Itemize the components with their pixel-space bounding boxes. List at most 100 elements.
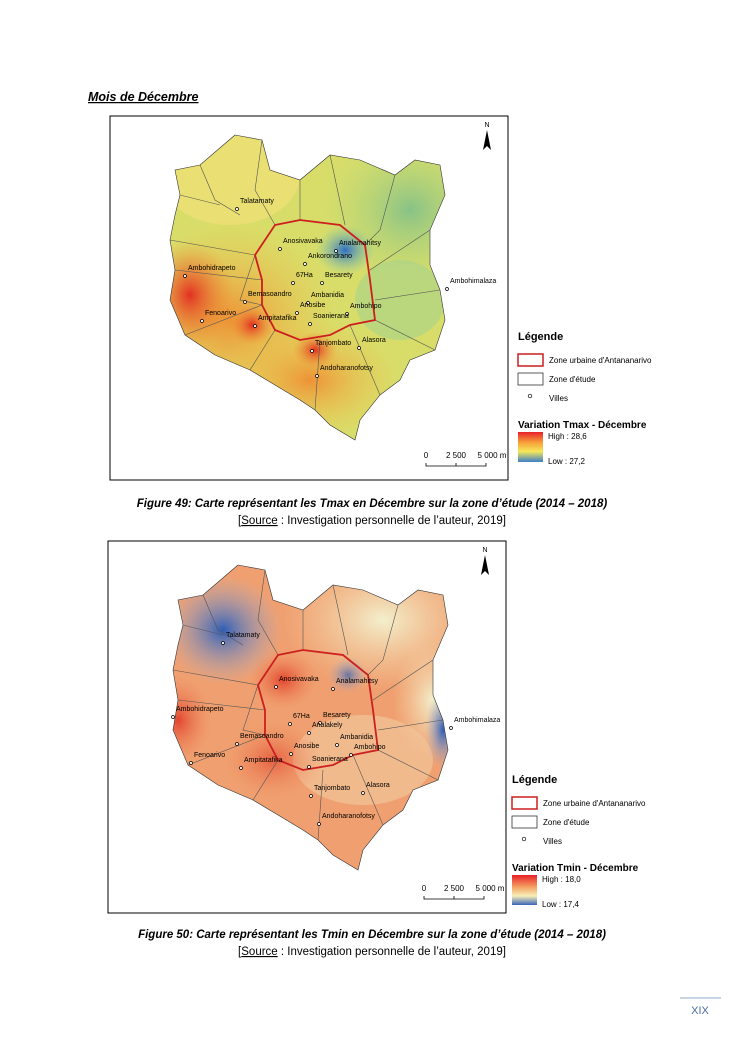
place-label: Anosibe — [294, 743, 319, 750]
city-marker — [291, 281, 295, 285]
legend-item: Villes — [543, 837, 562, 846]
place-label: Analakely — [312, 722, 343, 729]
source-label: Source — [241, 515, 277, 527]
source-open: [ — [238, 515, 242, 527]
legend-item: Zone urbaine d'Antananarivo — [549, 356, 652, 365]
north-label: N — [482, 547, 487, 554]
city-marker — [357, 346, 361, 350]
legend-swatch-zone — [517, 372, 544, 386]
city-marker — [307, 765, 311, 769]
figure-caption: Figure 50: Carte représentant les Tmin e… — [138, 929, 606, 941]
city-marker — [183, 274, 187, 278]
place-label: Ambohidrapeto — [176, 706, 224, 713]
place-label: Talatamaty — [226, 632, 260, 639]
north-label: N — [484, 122, 489, 129]
scale-label: 0 — [424, 451, 429, 460]
legend-swatch-urban — [517, 353, 544, 367]
city-marker — [315, 374, 319, 378]
legend-variable-title: Variation Tmax - Décembre — [518, 420, 647, 431]
legend-item: Zone urbaine d'Antananarivo — [543, 799, 646, 808]
legend-low: Low : 17,4 — [542, 900, 579, 909]
source-open: [ — [238, 946, 242, 958]
place-label: Ambohipo — [354, 744, 386, 751]
place-label: 67Ha — [296, 272, 313, 279]
place-label: Tanjombato — [315, 340, 351, 347]
place-label: Anosivavaka — [279, 676, 319, 683]
city-marker — [310, 349, 314, 353]
legend-color-ramp — [518, 432, 543, 462]
place-label: Ankorondrano — [308, 253, 352, 260]
city-marker — [320, 281, 324, 285]
city-marker — [171, 715, 175, 719]
city-marker — [295, 311, 299, 315]
city-marker — [308, 322, 312, 326]
place-label: Analamahitsy — [339, 240, 382, 247]
scale-label: 2 500 — [446, 451, 467, 460]
source-text: : Investigation personnelle de l’auteur,… — [278, 515, 506, 527]
city-marker — [334, 249, 338, 253]
district-borders — [172, 564, 449, 871]
place-label: Soanierana — [313, 313, 349, 320]
place-label: Soanierana — [312, 756, 348, 763]
city-marker — [235, 207, 239, 211]
city-marker — [318, 721, 322, 725]
scale-label: 0 — [422, 884, 427, 893]
map-figure: N Talatamaty Anosivavaka Analamahitsy Amboh… — [107, 540, 646, 914]
legend-item: Zone d'étude — [549, 375, 596, 384]
place-label: Anosivavaka — [283, 238, 323, 245]
place-label: Besarety — [325, 272, 353, 279]
city-marker — [449, 726, 453, 730]
scale-bar — [423, 896, 485, 900]
place-label: Fenoarivo — [194, 752, 225, 759]
section-heading: Mois de Décembre — [88, 90, 199, 104]
north-arrow — [483, 130, 491, 150]
city-marker — [289, 752, 293, 756]
map-figure: N Talatamaty Anosivavaka Analamahitsy Ankor… — [109, 115, 652, 481]
city-marker — [309, 794, 313, 798]
place-label: Talatamaty — [240, 198, 274, 205]
district-borders — [169, 134, 446, 441]
place-label: Bemasoandro — [248, 291, 292, 298]
city-marker — [361, 791, 365, 795]
city-marker — [189, 761, 193, 765]
city-marker — [278, 247, 282, 251]
place-label: Andoharanofotsy — [320, 365, 373, 372]
place-label: Ampitatafika — [244, 757, 283, 764]
urban-zone-outline — [254, 219, 376, 341]
place-label: Fenoarivo — [205, 310, 236, 317]
city-marker — [200, 319, 204, 323]
figure-source: [Source : Investigation personnelle de l… — [238, 515, 506, 527]
place-label: Alasora — [366, 782, 390, 789]
place-label: Analamahitsy — [336, 678, 379, 685]
legend-title: Légende — [518, 331, 563, 343]
legend-high: High : 28,6 — [548, 432, 587, 441]
figure-source: [Source : Investigation personnelle de l… — [238, 946, 506, 958]
north-arrow — [481, 555, 489, 575]
city-marker — [243, 300, 247, 304]
place-label: Anosibe — [300, 302, 325, 309]
figure-caption: Figure 49: Carte représentant les Tmax e… — [137, 498, 608, 510]
city-marker — [349, 753, 353, 757]
place-label: Alasora — [362, 337, 386, 344]
city-marker — [306, 301, 310, 305]
place-label: Bemasoandro — [240, 733, 284, 740]
place-label: Ampitatafika — [258, 315, 297, 322]
city-marker — [253, 324, 257, 328]
legend-item: Zone d'étude — [543, 818, 590, 827]
source-label: Source — [241, 946, 277, 958]
scale-label: 5 000 m — [478, 451, 507, 460]
city-marker — [335, 743, 339, 747]
place-label: 67Ha — [293, 713, 310, 720]
legend-title: Légende — [512, 774, 557, 786]
legend-swatch-urban — [511, 796, 538, 810]
source-text: : Investigation personnelle de l’auteur,… — [278, 946, 506, 958]
city-marker — [303, 262, 307, 266]
legend-swatch-zone — [511, 815, 538, 829]
legend-swatch-city — [527, 393, 533, 399]
city-marker — [288, 722, 292, 726]
urban-zone-outline — [257, 649, 379, 771]
legend-low: Low : 27,2 — [548, 457, 585, 466]
scale-label: 2 500 — [444, 884, 465, 893]
city-marker — [221, 641, 225, 645]
